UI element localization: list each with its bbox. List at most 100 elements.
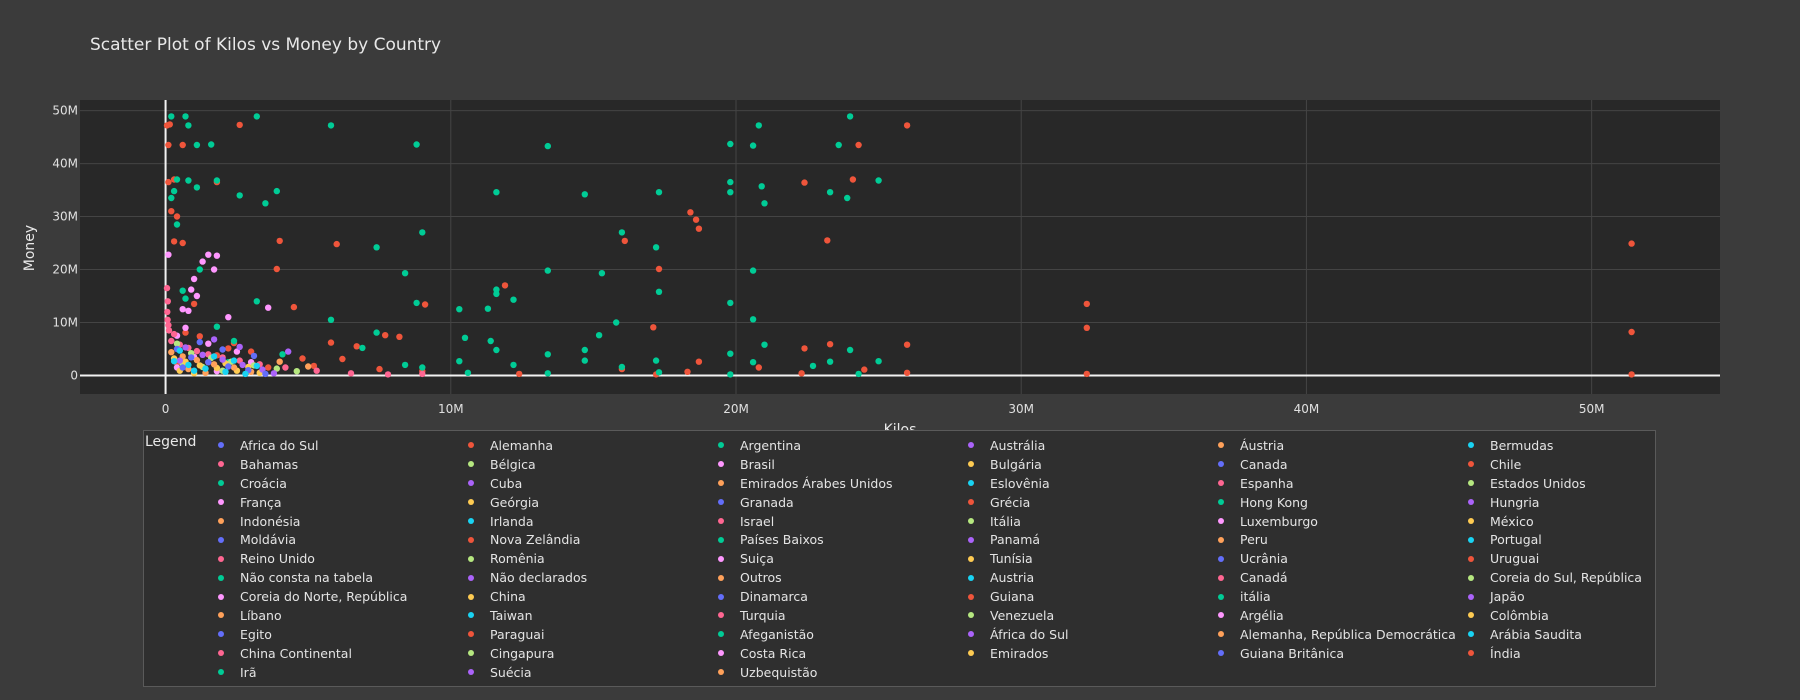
data-point[interactable] xyxy=(273,265,280,273)
legend-item[interactable]: Emirados xyxy=(968,644,1218,663)
data-point[interactable] xyxy=(621,237,628,245)
data-point[interactable] xyxy=(219,356,226,363)
data-point[interactable] xyxy=(516,370,523,378)
data-point[interactable] xyxy=(210,361,218,368)
data-point[interactable] xyxy=(835,141,842,149)
data-point[interactable] xyxy=(903,369,911,376)
data-point[interactable] xyxy=(164,298,171,305)
data-point[interactable] xyxy=(695,225,703,232)
data-point[interactable] xyxy=(461,334,469,341)
data-point[interactable] xyxy=(655,369,663,376)
data-point[interactable] xyxy=(484,305,492,312)
data-point[interactable] xyxy=(456,306,463,313)
data-point[interactable] xyxy=(493,346,500,354)
legend-item[interactable]: França xyxy=(218,493,468,512)
legend-item[interactable]: Hungria xyxy=(1468,493,1718,512)
data-point[interactable] xyxy=(210,336,218,343)
data-point[interactable] xyxy=(595,332,603,339)
data-point[interactable] xyxy=(401,361,409,369)
data-point[interactable] xyxy=(164,308,171,316)
plot-area[interactable] xyxy=(80,100,1720,394)
data-point[interactable] xyxy=(225,345,232,352)
data-point[interactable] xyxy=(305,363,312,370)
data-point[interactable] xyxy=(193,292,201,300)
legend-item[interactable]: Não declarados xyxy=(468,568,718,587)
legend-item[interactable]: Irã xyxy=(218,663,468,682)
legend-item[interactable]: Peru xyxy=(1218,530,1468,549)
data-point[interactable] xyxy=(339,355,346,363)
data-point[interactable] xyxy=(310,362,318,370)
legend-item[interactable]: Estados Unidos xyxy=(1468,474,1718,493)
data-point[interactable] xyxy=(598,270,606,277)
data-point[interactable] xyxy=(359,344,366,352)
legend-item[interactable]: Irlanda xyxy=(468,512,718,531)
data-point[interactable] xyxy=(373,329,380,336)
data-point[interactable] xyxy=(163,284,171,292)
data-point[interactable] xyxy=(265,304,272,311)
data-point[interactable] xyxy=(270,370,278,377)
data-point[interactable] xyxy=(875,177,882,184)
data-point[interactable] xyxy=(824,237,831,244)
data-point[interactable] xyxy=(826,341,834,348)
data-point[interactable] xyxy=(205,340,212,347)
data-point[interactable] xyxy=(761,200,768,207)
data-point[interactable] xyxy=(225,314,232,321)
data-point[interactable] xyxy=(208,141,215,148)
legend-item[interactable]: Arábia Saudita xyxy=(1468,625,1718,644)
legend-item[interactable]: Geórgia xyxy=(468,493,718,512)
data-point[interactable] xyxy=(655,265,663,273)
data-point[interactable] xyxy=(749,142,757,149)
data-point[interactable] xyxy=(205,359,212,366)
legend-item[interactable]: Uruguai xyxy=(1468,549,1718,568)
data-point[interactable] xyxy=(327,339,335,346)
data-point[interactable] xyxy=(262,370,269,378)
legend-item[interactable]: Colômbia xyxy=(1468,606,1718,625)
data-point[interactable] xyxy=(655,288,663,295)
legend-item[interactable]: Hong Kong xyxy=(1218,493,1468,512)
data-point[interactable] xyxy=(173,213,181,220)
data-point[interactable] xyxy=(170,238,178,245)
data-point[interactable] xyxy=(861,366,868,373)
data-point[interactable] xyxy=(179,364,186,371)
data-point[interactable] xyxy=(373,244,380,251)
data-point[interactable] xyxy=(801,345,808,352)
legend-item[interactable]: Austria xyxy=(968,568,1218,587)
data-point[interactable] xyxy=(190,367,198,374)
data-point[interactable] xyxy=(487,337,494,345)
data-point[interactable] xyxy=(826,358,834,365)
legend-item[interactable]: Dinamarca xyxy=(718,587,968,606)
data-point[interactable] xyxy=(182,295,189,302)
data-point[interactable] xyxy=(544,142,551,150)
data-point[interactable] xyxy=(413,299,420,307)
legend-item[interactable]: Luxemburgo xyxy=(1218,512,1468,531)
data-point[interactable] xyxy=(170,330,178,338)
legend-item[interactable]: Outros xyxy=(718,568,968,587)
data-point[interactable] xyxy=(185,177,192,184)
data-point[interactable] xyxy=(239,361,246,369)
data-point[interactable] xyxy=(168,208,175,215)
legend-item[interactable]: Israel xyxy=(718,512,968,531)
data-point[interactable] xyxy=(213,252,221,259)
data-point[interactable] xyxy=(581,191,588,198)
data-point[interactable] xyxy=(236,192,243,199)
legend-item[interactable]: Espanha xyxy=(1218,474,1468,493)
data-point[interactable] xyxy=(1083,370,1091,378)
data-point[interactable] xyxy=(1628,371,1635,378)
data-point[interactable] xyxy=(202,365,209,372)
data-point[interactable] xyxy=(493,290,500,298)
data-point[interactable] xyxy=(652,357,660,364)
data-point[interactable] xyxy=(413,141,420,148)
data-point[interactable] xyxy=(618,229,626,236)
data-point[interactable] xyxy=(846,346,854,354)
data-point[interactable] xyxy=(168,337,175,345)
data-point[interactable] xyxy=(727,371,734,378)
data-point[interactable] xyxy=(210,266,218,273)
data-point[interactable] xyxy=(655,189,663,196)
data-point[interactable] xyxy=(353,343,360,350)
data-point[interactable] xyxy=(510,296,517,303)
data-point[interactable] xyxy=(219,346,226,353)
legend-item[interactable]: México xyxy=(1468,512,1718,531)
data-point[interactable] xyxy=(273,187,280,195)
data-point[interactable] xyxy=(196,266,203,273)
legend-item[interactable]: Guiana xyxy=(968,587,1218,606)
